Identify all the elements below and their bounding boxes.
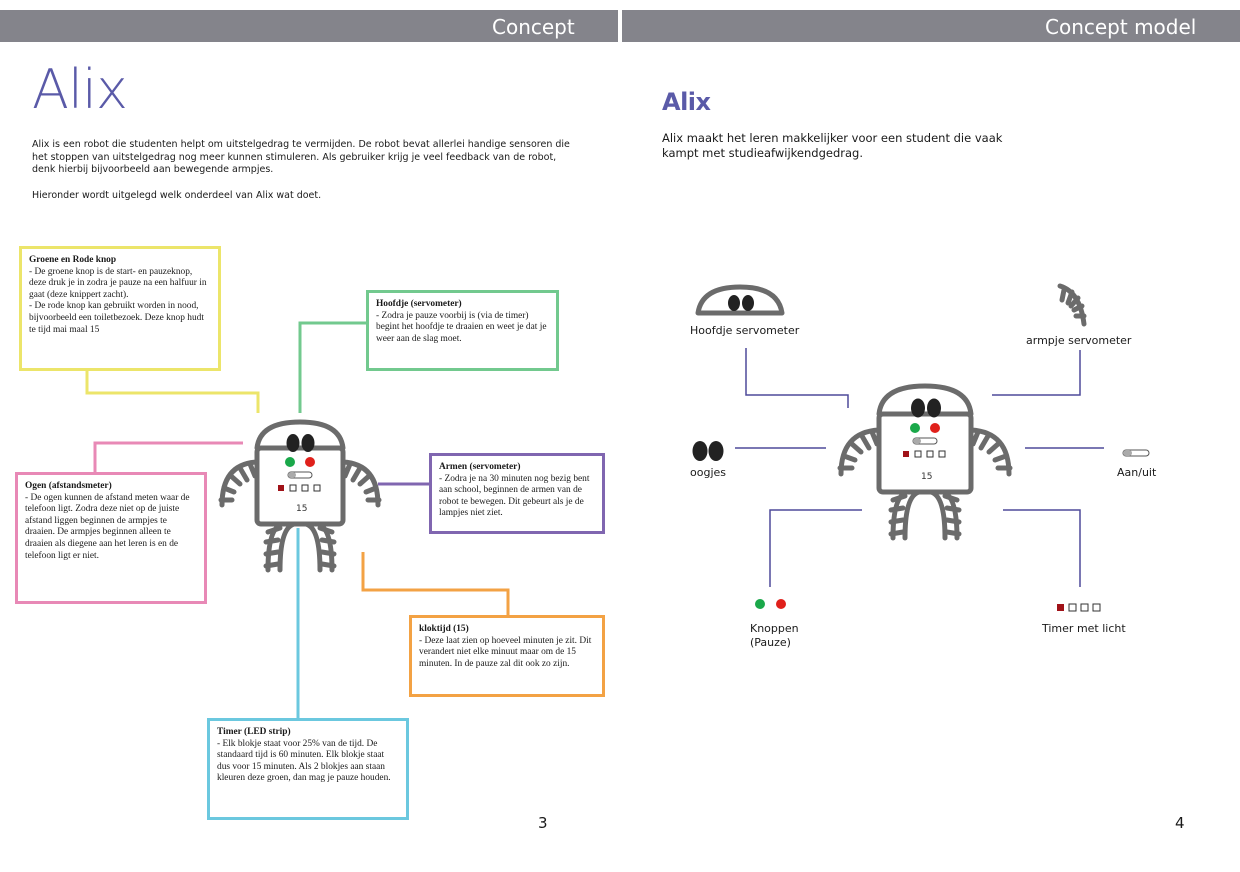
callout-clock: kloktijd (15) - Deze laat zien op hoevee… [409,615,605,697]
connector-orange [361,552,510,617]
connector-buttons [769,509,862,587]
switch-icon [1122,449,1150,457]
callout-timer: Timer (LED strip) - Elk blokje staat voo… [207,718,409,820]
robot-illustration-right: 15 [837,383,1013,541]
section-label-right: Concept model [1045,15,1197,39]
eyes-icon [692,441,724,461]
label-buttons: Knoppen (Pauze) [750,622,799,650]
callout-timer-title: Timer (LED strip) [217,727,291,737]
head-icon [695,284,785,316]
page-number-left: 3 [538,814,548,832]
robot-illustration-left: 15 [218,419,382,573]
label-buttons-line1: Knoppen [750,622,799,635]
intro-text: Alix is een robot die studenten helpt om… [32,139,572,215]
label-arm: armpje servometer [1026,334,1132,347]
header-bar-left [0,10,618,42]
robot-display-right: 15 [921,472,932,482]
callout-buttons-text: - De groene knop is de start- en pauzekn… [29,266,207,335]
callout-head-title: Hoofdje (servometer) [376,299,462,309]
callout-eyes-text: - De ogen kunnen de afstand meten waar d… [25,492,190,561]
label-eyes: oogjes [690,466,726,479]
label-head: Hoofdje servometer [690,324,800,337]
knoppen-icon [755,599,786,609]
callout-head: Hoofdje (servometer) - Zodra je pauze vo… [366,290,559,371]
page-title-left: Alix [32,58,128,121]
timer-icon [1057,603,1101,612]
arm-icon [1057,283,1087,327]
label-switch: Aan/uit [1117,466,1157,479]
page-title-right: Alix [662,88,711,116]
intro-paragraph: Alix is een robot die studenten helpt om… [32,139,570,175]
connector-arm [992,350,1081,396]
callout-arms-text: - Zodra je na 30 minuten nog bezig bent … [439,473,590,519]
callout-clock-text: - Deze laat zien op hoeveel minuten je z… [419,635,592,669]
connector-green [298,321,366,413]
intro-paragraph-2: Hieronder wordt uitgelegd welk onderdeel… [32,189,322,201]
connector-head [745,348,849,408]
connector-yellow [85,370,260,413]
section-label-left: Concept [492,15,575,39]
callout-clock-title: kloktijd (15) [419,624,469,634]
callout-head-text: - Zodra je pauze voorbij is (via de time… [376,310,547,344]
callout-timer-text: - Elk blokje staat voor 25% van de tijd.… [217,738,391,784]
robot-display-left: 15 [296,504,307,514]
header-bar-right [622,10,1240,42]
connector-timer [1003,509,1081,587]
page-description: Alix maakt het leren makkelijker voor ee… [662,131,1003,160]
page-number-right: 4 [1175,814,1185,832]
callout-buttons-title: Groene en Rode knop [29,255,117,265]
callout-arms-title: Armen (servometer) [439,462,521,472]
callout-eyes-title: Ogen (afstandsmeter) [25,481,112,491]
callout-arms: Armen (servometer) - Zodra je na 30 minu… [429,453,605,534]
callout-buttons: Groene en Rode knop - De groene knop is … [19,246,221,371]
label-buttons-line2: (Pauze) [750,636,791,649]
callout-eyes: Ogen (afstandsmeter) - De ogen kunnen de… [15,472,207,604]
label-timer: Timer met licht [1042,622,1126,635]
connector-pink [93,441,243,472]
